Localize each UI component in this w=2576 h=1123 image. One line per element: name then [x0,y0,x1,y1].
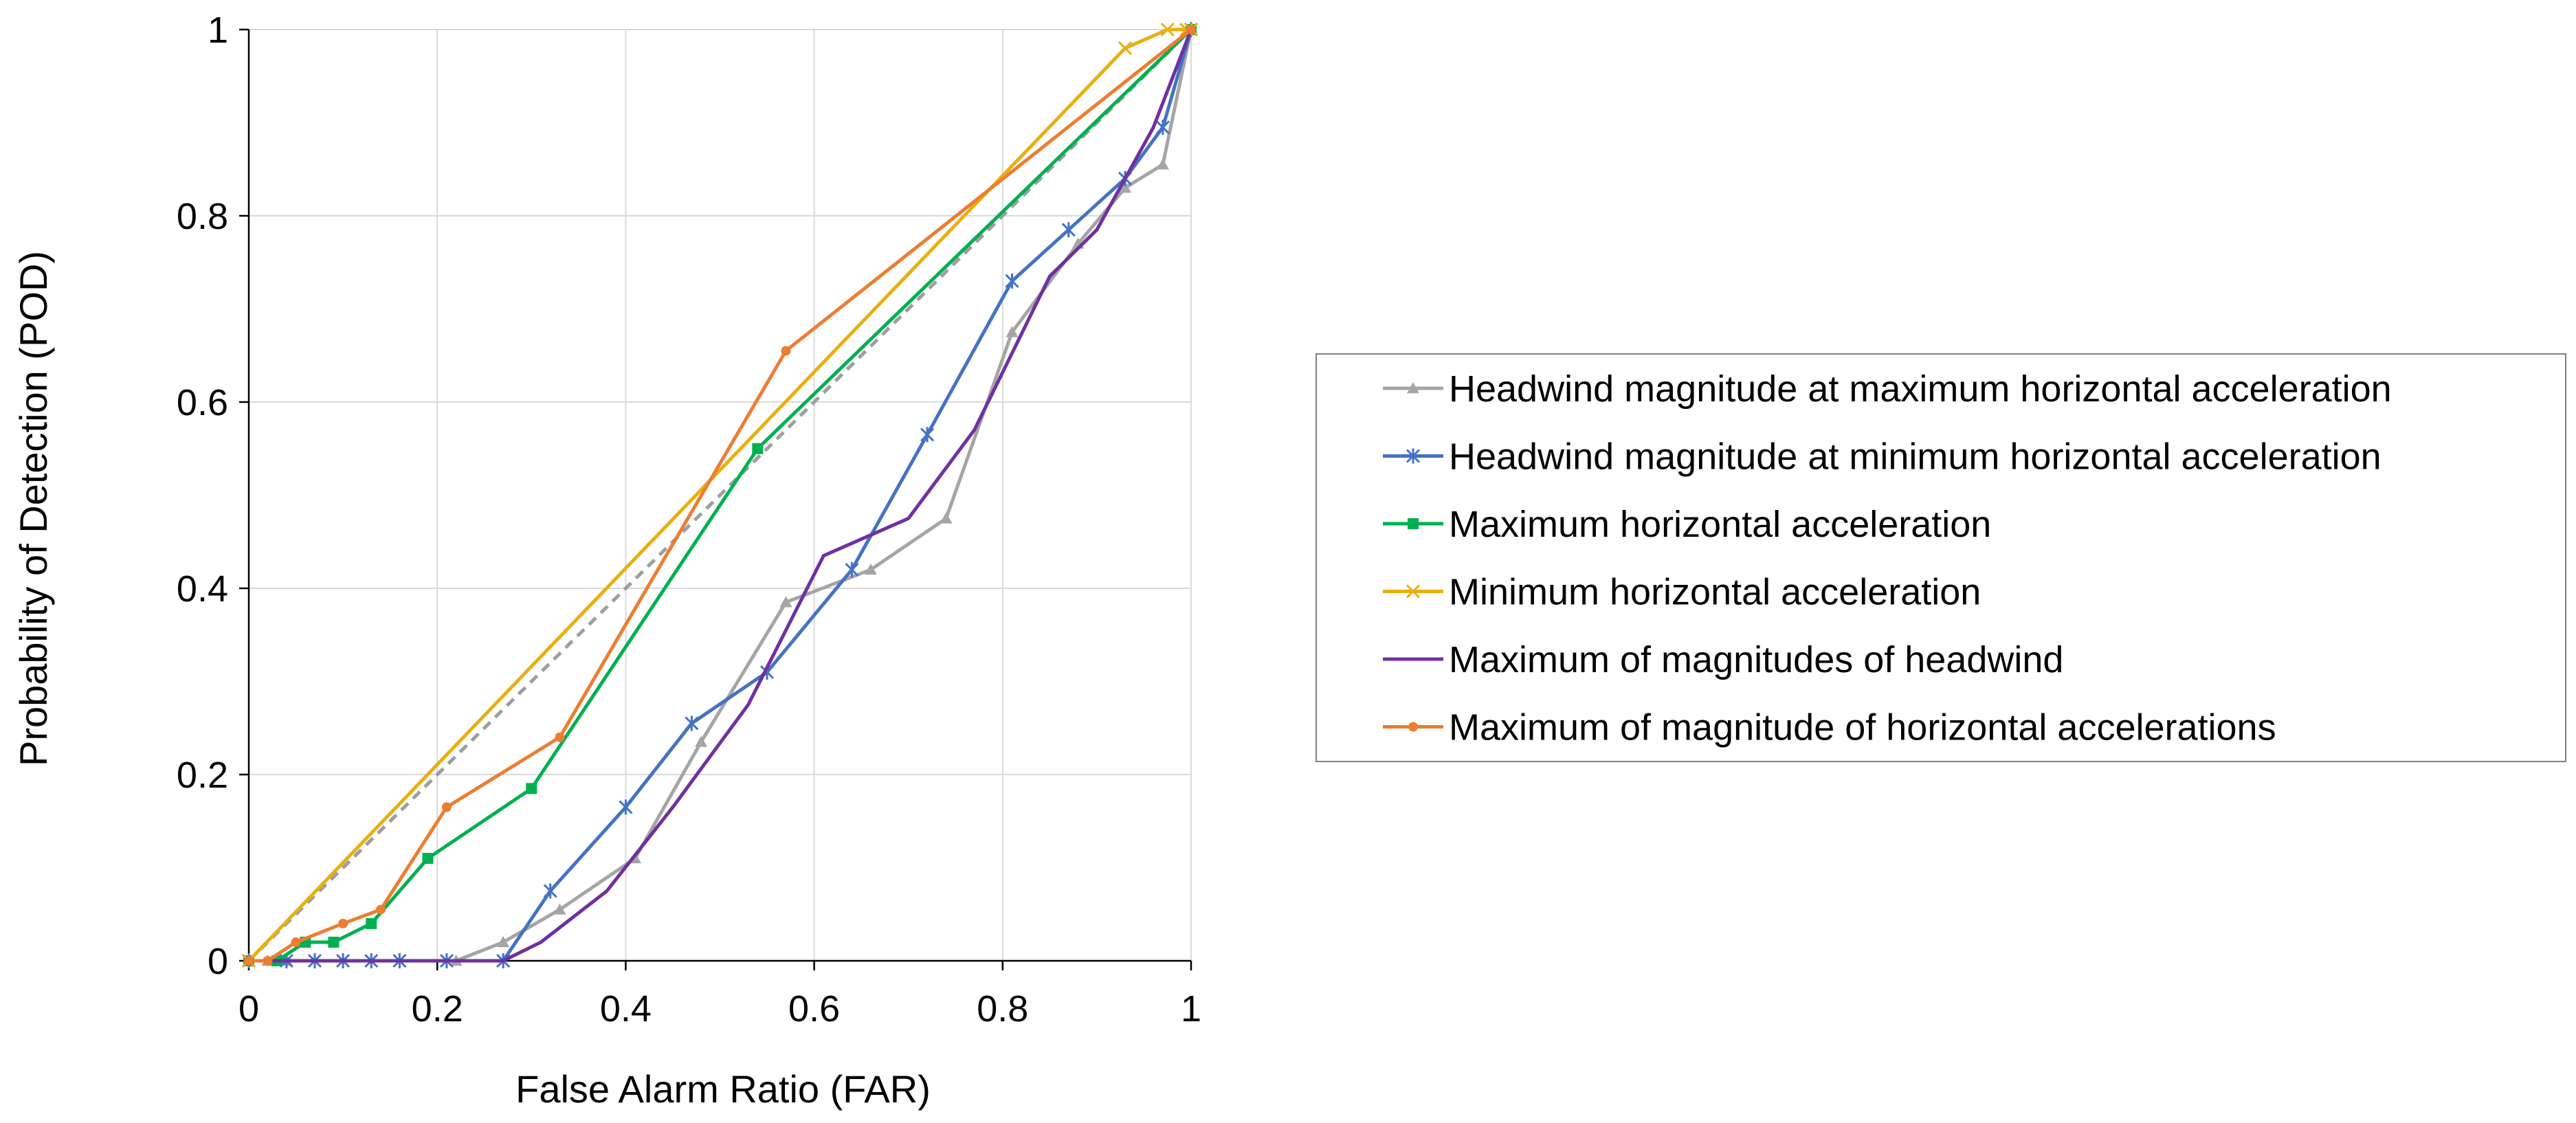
data-point [441,802,452,812]
legend-marker [1406,448,1421,464]
legend-marker [1406,584,1421,599]
legend-label: Maximum horizontal acceleration [1449,504,1991,545]
data-point [543,883,557,899]
reference-line-layer [247,28,1192,962]
legend-marker [1407,382,1419,394]
legend-marker [1408,722,1418,732]
data-point [553,903,566,915]
legend-item: Minimum horizontal acceleration [1383,572,1981,613]
data-point [422,852,434,864]
y-tick-label: 0.8 [177,196,228,237]
data-point [1061,222,1076,238]
x-axis-title: False Alarm Ratio (FAR) [515,1067,931,1111]
y-tick-label: 0.4 [177,568,228,610]
reference-line [247,28,1192,962]
tick-labels: 0 0.2 0.4 0.6 0.8 1 0 0.2 0.4 0.6 0.8 1 [177,10,1201,1030]
legend-label: Maximum of magnitude of horizontal accel… [1449,707,2276,748]
data-point [779,596,792,608]
data-point [619,799,633,815]
y-tick-label: 0.6 [177,382,228,423]
data-point [940,512,953,524]
data-point [338,918,348,929]
legend-label: Maximum of magnitudes of headwind [1449,639,2063,680]
data-point [1186,25,1196,34]
legend-item: Maximum of magnitude of horizontal accel… [1383,707,2276,748]
legend-item: Maximum horizontal acceleration [1383,504,1991,545]
data-point [1160,22,1175,37]
grid-lines [249,29,1192,961]
legend-label: Headwind magnitude at minimum horizontal… [1449,436,2381,478]
data-point [1155,120,1170,135]
data-point [1005,273,1019,289]
data-point [1006,326,1019,337]
data-point [1118,41,1133,56]
data-point [328,936,340,948]
y-tick-label: 0.2 [177,755,228,796]
data-point [244,956,254,966]
x-tick-label: 1 [1181,988,1201,1030]
legend-item: Headwind magnitude at maximum horizontal… [1383,368,2392,410]
x-tick-label: 0 [238,988,259,1030]
legend-marker [1408,518,1419,529]
y-tick-label: 1 [208,10,228,51]
data-point [366,918,377,929]
data-point [291,937,301,947]
data-point [845,562,859,577]
data-point [685,715,699,731]
series-5 [244,25,1196,966]
x-tick-label: 0.8 [977,988,1028,1030]
data-point [920,427,935,443]
legend-label: Minimum horizontal acceleration [1449,572,1981,613]
data-point [526,783,537,794]
legend: Headwind magnitude at maximum horizontal… [1315,353,2566,762]
legend-item: Maximum of magnitudes of headwind [1383,639,2063,680]
data-point [752,443,764,454]
data-point [497,935,510,948]
x-tick-label: 0.4 [600,988,652,1030]
data-point [555,732,565,742]
data-point [1119,181,1132,193]
legend-box [1315,353,2566,762]
data-point [375,904,386,915]
series-layer [241,22,1199,968]
x-tick-label: 0.6 [788,988,840,1030]
series-4 [249,29,1193,963]
y-tick-label: 0 [208,941,228,982]
legend-label: Headwind magnitude at maximum horizontal… [1449,368,2392,410]
y-axis-title: Probability of Detection (POD) [12,251,55,766]
x-tick-label: 0.2 [412,988,463,1030]
series-line [249,29,1193,963]
data-point [864,563,877,575]
legend-item: Headwind magnitude at minimum horizontal… [1383,436,2381,478]
data-point [695,735,708,747]
data-point [781,346,791,356]
data-point [1156,158,1169,170]
data-point [263,956,273,966]
